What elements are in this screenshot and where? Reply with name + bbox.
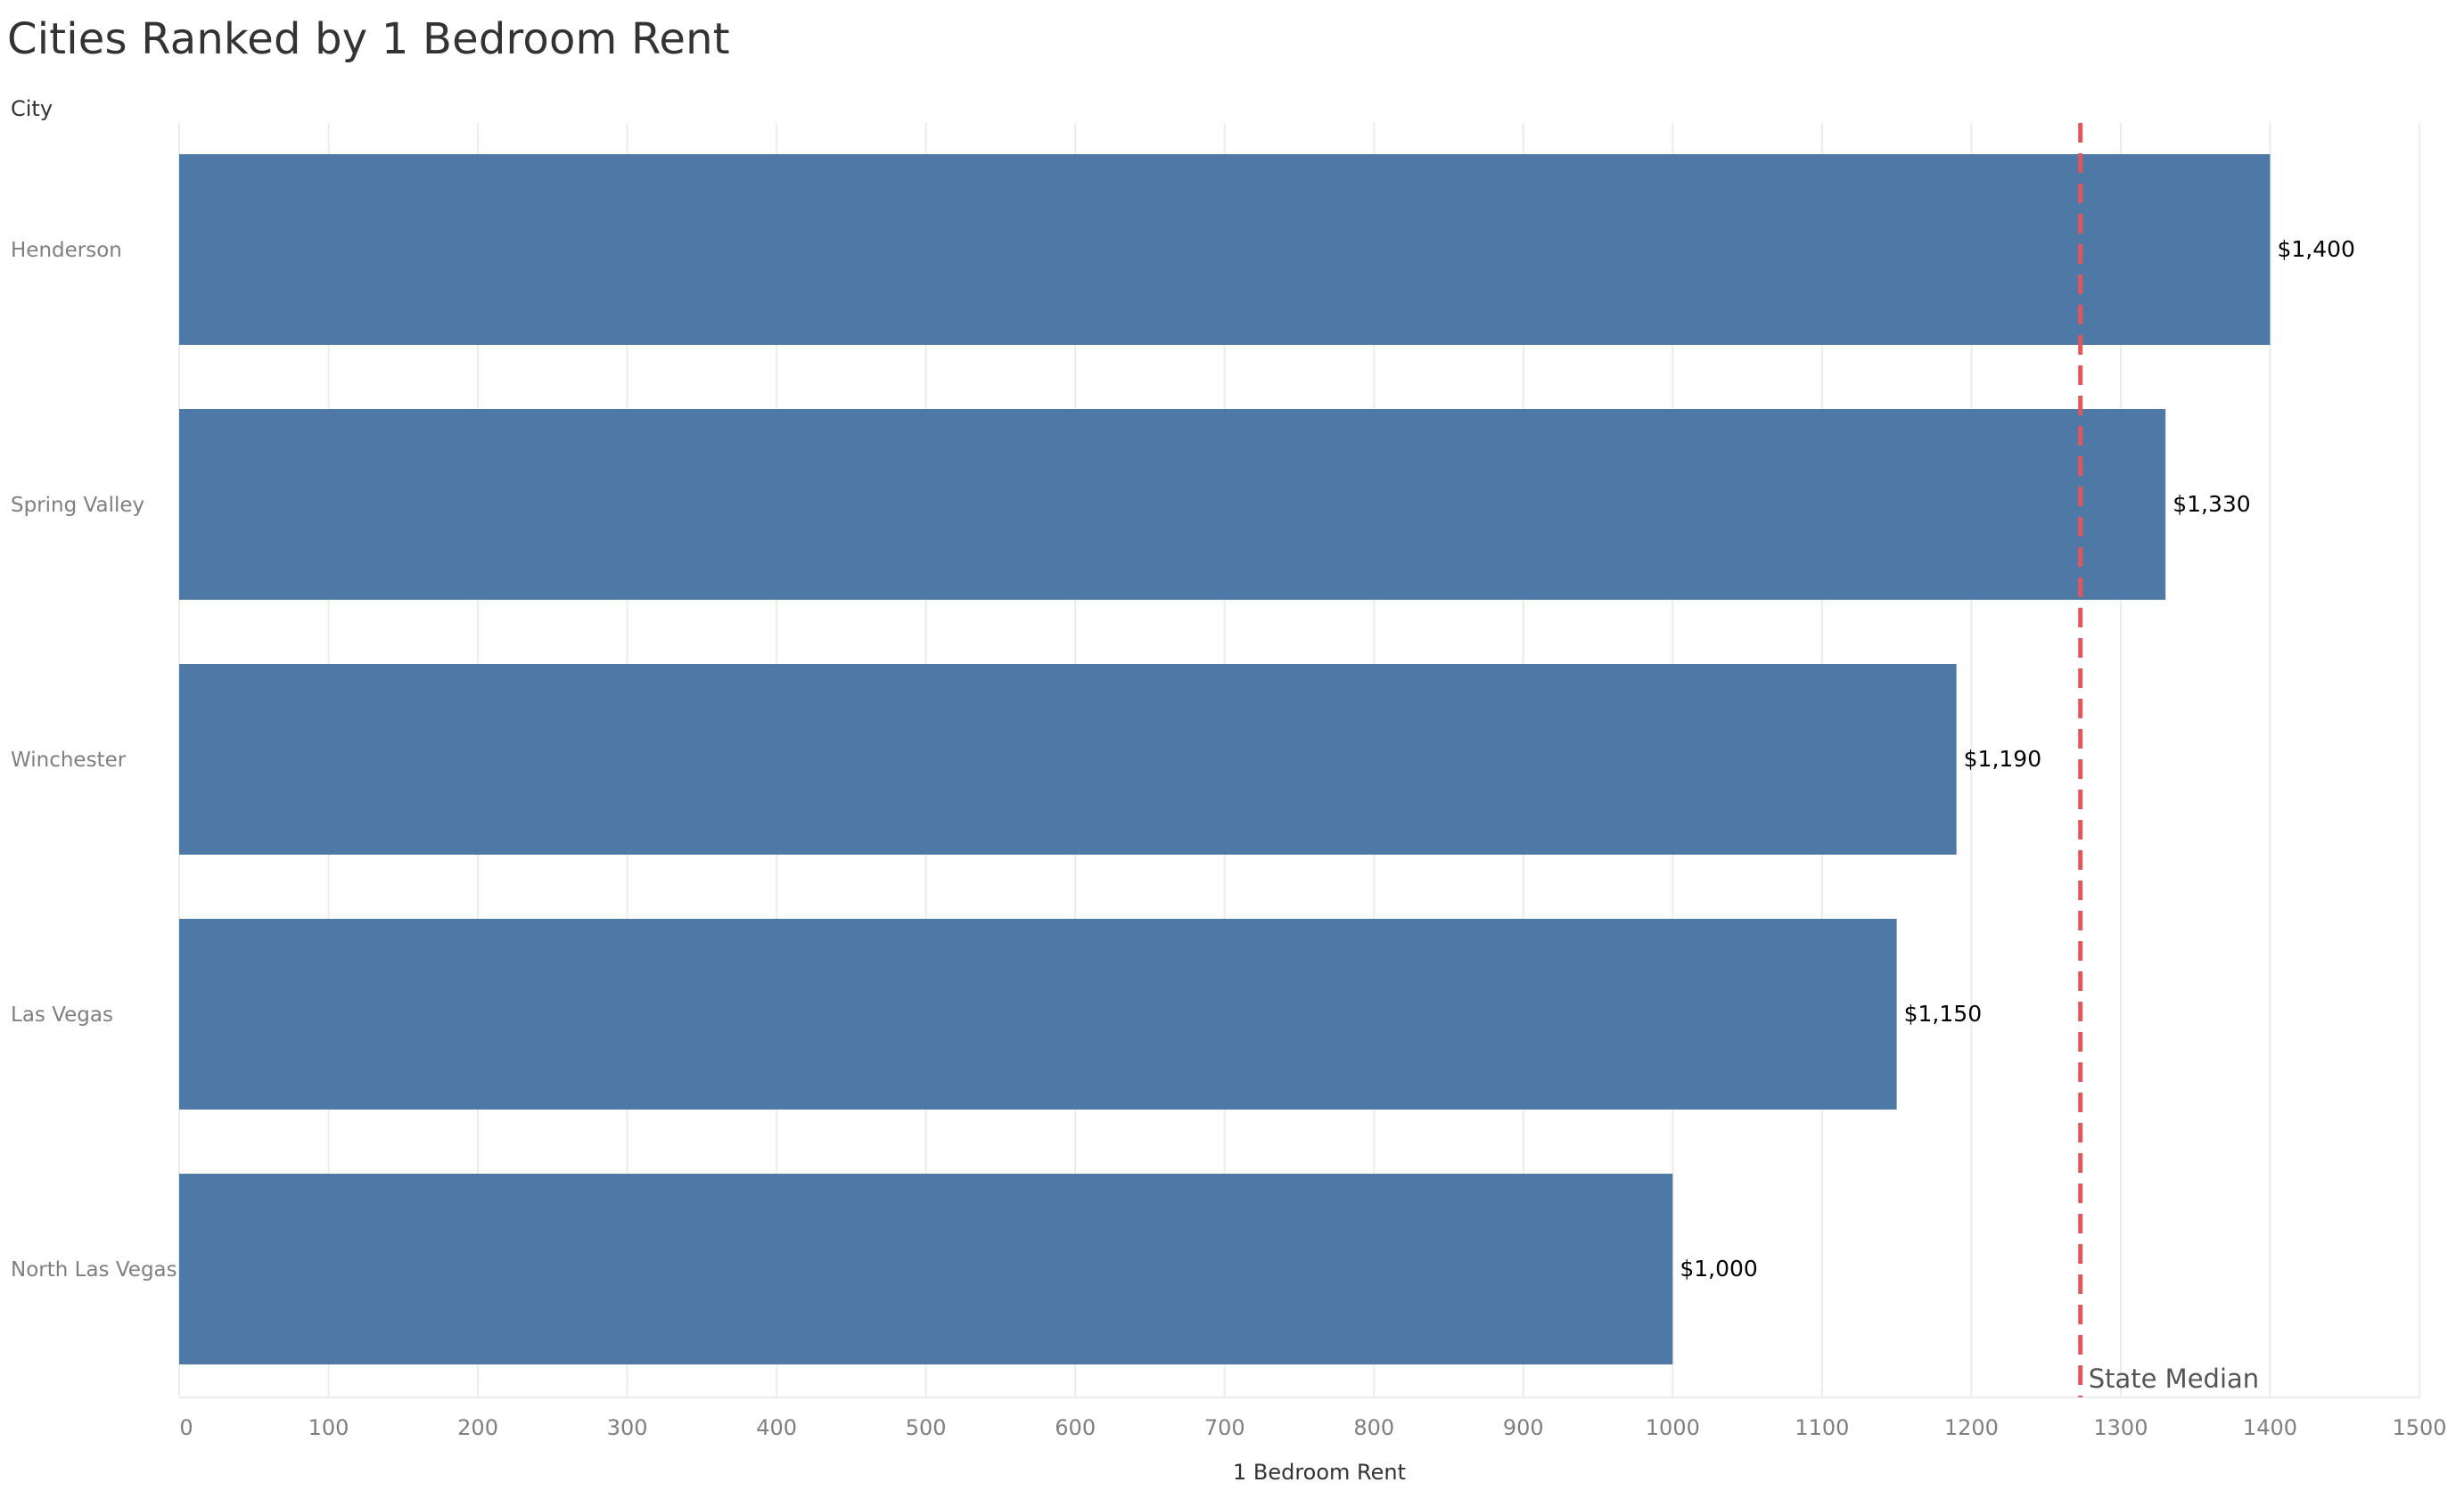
x-tick-500: 500: [906, 1415, 947, 1440]
x-tick-200: 200: [457, 1415, 498, 1440]
chart-title: Cities Ranked by 1 Bedroom Rent: [7, 14, 730, 64]
x-tick-1300: 1300: [2093, 1415, 2148, 1440]
category-label-winchester: Winchester: [11, 749, 127, 772]
reference-line-group: State Median: [2078, 123, 2259, 1397]
category-label-henderson: Henderson: [11, 239, 122, 262]
state-median-label: State Median: [2089, 1364, 2259, 1394]
x-tick-600: 600: [1055, 1415, 1096, 1440]
x-tick-300: 300: [607, 1415, 648, 1440]
value-label-north-las-vegas: $1,000: [1680, 1256, 1757, 1282]
bars: [179, 154, 2271, 1364]
x-tick-1200: 1200: [1944, 1415, 1999, 1440]
x-tick-100: 100: [308, 1415, 349, 1440]
x-tick-0: 0: [179, 1415, 193, 1440]
category-label-las-vegas: Las Vegas: [11, 1003, 113, 1027]
x-tick-400: 400: [756, 1415, 797, 1440]
value-labels: $1,400 $1,330 $1,190 $1,150 $1,000: [1680, 236, 2355, 1282]
category-label-north-las-vegas: North Las Vegas: [11, 1258, 177, 1282]
bar-las-vegas[interactable]: [179, 919, 1897, 1110]
x-tick-1400: 1400: [2243, 1415, 2297, 1440]
value-label-winchester: $1,190: [1964, 746, 2041, 772]
bar-henderson[interactable]: [179, 154, 2271, 345]
bar-spring-valley[interactable]: [179, 409, 2166, 600]
x-tick-700: 700: [1204, 1415, 1245, 1440]
y-axis-title: City: [11, 96, 53, 121]
x-axis-title: 1 Bedroom Rent: [1233, 1460, 1406, 1485]
x-tick-1100: 1100: [1795, 1415, 1849, 1440]
x-tick-900: 900: [1503, 1415, 1544, 1440]
value-label-henderson: $1,400: [2277, 236, 2354, 262]
x-tick-1000: 1000: [1646, 1415, 1700, 1440]
category-labels: Henderson Spring Valley Winchester Las Vega…: [11, 239, 177, 1282]
category-label-spring-valley: Spring Valley: [11, 494, 144, 517]
bar-winchester[interactable]: [179, 664, 1957, 855]
x-tick-1500: 1500: [2392, 1415, 2446, 1440]
value-label-spring-valley: $1,330: [2172, 491, 2250, 517]
bar-north-las-vegas[interactable]: [179, 1174, 1673, 1364]
x-axis-ticks: 0 100 200 300 400 500 600 700 800 900 1000 1100 1200…: [179, 1415, 2446, 1440]
value-label-las-vegas: $1,150: [1904, 1001, 1982, 1027]
x-tick-800: 800: [1353, 1415, 1394, 1440]
